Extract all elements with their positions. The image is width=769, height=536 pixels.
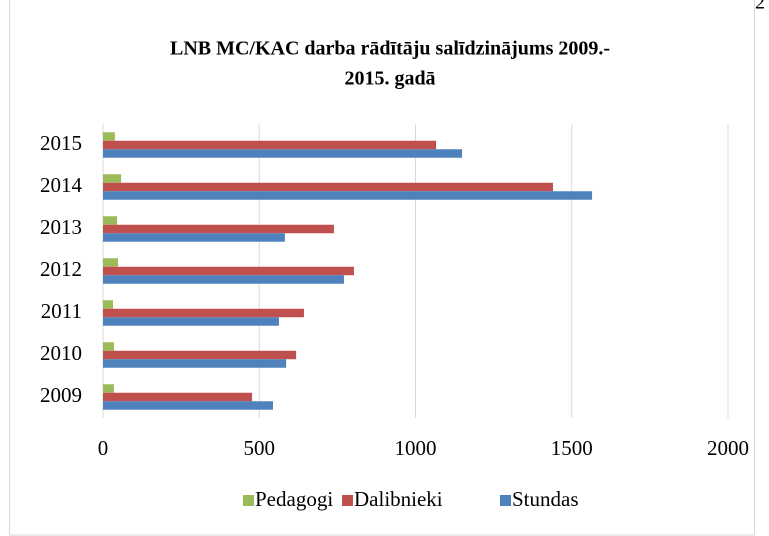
y-tick-label: 2010 bbox=[40, 341, 82, 365]
y-tick-label: 2009 bbox=[40, 383, 82, 407]
y-tick-label: 2013 bbox=[40, 215, 82, 239]
bar bbox=[103, 359, 287, 368]
y-tick-label: 2012 bbox=[40, 257, 82, 281]
legend-swatch bbox=[243, 495, 254, 506]
x-tick-label: 1500 bbox=[551, 436, 593, 460]
bar bbox=[103, 174, 122, 183]
x-tick-label: 500 bbox=[244, 436, 276, 460]
legend-label: Stundas bbox=[512, 487, 579, 511]
bar bbox=[103, 140, 437, 150]
x-tick-label: 0 bbox=[98, 436, 109, 460]
bar bbox=[103, 191, 593, 200]
x-tick-label: 2000 bbox=[707, 436, 749, 460]
bar bbox=[103, 317, 279, 326]
bar bbox=[103, 182, 553, 192]
chart-title: LNB MC/KAC darba rādītāju salīdzinājums … bbox=[170, 38, 610, 60]
legend-swatch bbox=[500, 495, 511, 506]
bar bbox=[103, 233, 285, 242]
y-tick-label: 2011 bbox=[41, 299, 82, 323]
y-tick-label: 2015 bbox=[40, 131, 82, 155]
bar bbox=[103, 300, 113, 309]
bar bbox=[103, 224, 334, 234]
page-number: 2 bbox=[755, 0, 765, 14]
legend-swatch bbox=[342, 495, 353, 506]
chart-title: 2015. gadā bbox=[344, 68, 435, 90]
bar bbox=[103, 258, 118, 267]
bar bbox=[103, 149, 463, 158]
bar bbox=[103, 350, 297, 360]
legend-label: Pedagogi bbox=[255, 487, 333, 511]
y-tick-label: 2014 bbox=[40, 173, 83, 197]
bar bbox=[103, 275, 344, 284]
bar bbox=[103, 216, 118, 225]
bar bbox=[103, 342, 114, 351]
bar bbox=[103, 266, 354, 276]
bar bbox=[103, 308, 304, 318]
bar bbox=[103, 132, 115, 141]
x-tick-label: 1000 bbox=[395, 436, 437, 460]
bar bbox=[103, 392, 253, 402]
bar bbox=[103, 384, 114, 393]
legend-label: Dalibnieki bbox=[354, 487, 443, 511]
bar bbox=[103, 401, 273, 410]
